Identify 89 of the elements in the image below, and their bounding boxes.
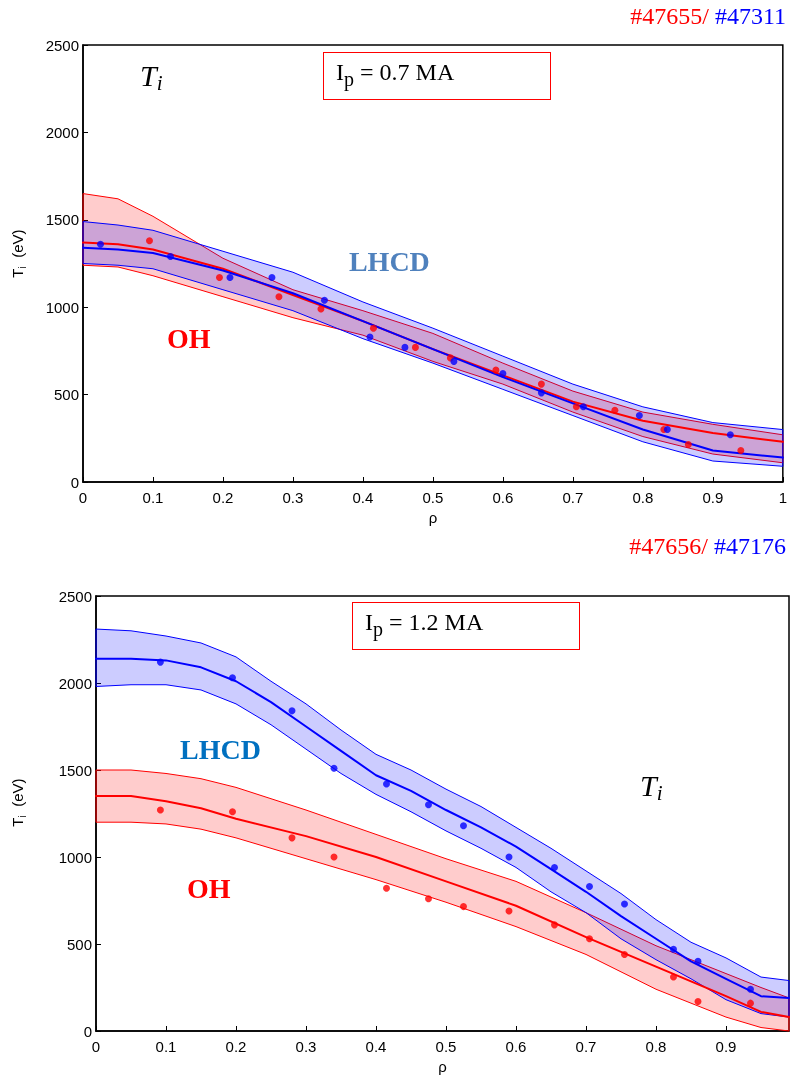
point	[586, 935, 593, 943]
point	[635, 412, 643, 420]
y-axis-title: Ti (eV)	[9, 778, 28, 827]
x-tick-label: 0.1	[142, 489, 164, 506]
x-tick-label: 0.3	[282, 489, 304, 506]
point	[401, 343, 409, 351]
point	[156, 658, 164, 666]
point	[97, 240, 104, 248]
label-box: I$_{p}$ = 1.2 MA	[352, 602, 580, 650]
point	[226, 273, 234, 281]
x-tick-label: 0.4	[365, 1038, 387, 1055]
point	[460, 903, 467, 911]
point	[383, 884, 390, 892]
point	[411, 343, 419, 351]
point	[229, 674, 236, 682]
point	[145, 237, 153, 245]
point	[369, 324, 377, 332]
point	[572, 403, 580, 411]
y-tick-label: 0	[83, 1022, 92, 1040]
x-tick-label: 0.3	[295, 1038, 317, 1055]
series-label: OH	[187, 872, 231, 904]
point	[229, 808, 236, 816]
point	[537, 389, 545, 397]
y-tick-label: 2500	[45, 36, 79, 54]
point	[684, 440, 692, 448]
series-label: LHCD	[348, 246, 430, 278]
x-axis-title: ρ	[438, 1058, 447, 1075]
x-tick-label: 0.5	[422, 489, 444, 506]
y-tick-label: 1000	[45, 298, 79, 316]
y-tick-label: 500	[66, 935, 92, 953]
point	[450, 357, 458, 365]
y-tick-label: 2000	[58, 674, 92, 692]
y-tick-label: 1500	[45, 211, 79, 229]
point	[670, 945, 677, 953]
x-tick-label: 0.2	[225, 1038, 247, 1055]
point	[737, 447, 745, 455]
point	[747, 999, 754, 1007]
point	[586, 883, 593, 891]
y-tick-label: 1500	[58, 761, 92, 779]
y-tick-label: 2000	[45, 123, 79, 141]
x-tick-label: 0.9	[715, 1038, 737, 1055]
chart-title: #47656/ #47176	[629, 533, 786, 559]
x-tick-label: 0.6	[492, 489, 514, 506]
point	[330, 764, 338, 772]
series-label: OH	[166, 323, 211, 355]
point	[268, 273, 276, 281]
point	[156, 806, 164, 814]
y-axis-title: Ti (eV)	[9, 229, 28, 278]
point	[499, 370, 507, 378]
point	[166, 253, 174, 261]
y-tick-label: 2500	[58, 587, 92, 605]
point	[694, 957, 702, 965]
point	[551, 921, 558, 929]
series-label: LHCD	[180, 733, 261, 765]
point	[275, 293, 283, 301]
x-tick-label: 0.6	[505, 1038, 527, 1055]
point	[425, 895, 432, 903]
point	[747, 985, 754, 993]
point	[579, 403, 587, 411]
x-tick-label: 0.9	[702, 489, 724, 506]
x-tick-label: 0.2	[212, 489, 234, 506]
x-tick-label: 0.4	[352, 489, 374, 506]
x-axis-title: ρ	[428, 509, 438, 526]
x-tick-label: 0.8	[645, 1038, 667, 1055]
point	[670, 973, 677, 981]
y-tick-label: 1000	[58, 848, 92, 866]
x-tick-label: 1	[778, 489, 787, 506]
point	[621, 900, 628, 908]
point	[537, 380, 545, 388]
point	[320, 296, 328, 304]
x-tick-label: 0.1	[155, 1038, 177, 1055]
point	[726, 431, 734, 439]
point	[215, 273, 223, 281]
chart-title: #47655/ #47311	[630, 3, 786, 29]
point	[460, 822, 467, 830]
point	[492, 366, 500, 374]
point	[621, 950, 628, 958]
y-tick-label: 500	[53, 386, 79, 404]
y-tick-label: 0	[70, 473, 79, 491]
x-tick-label: 0.7	[575, 1038, 597, 1055]
point	[425, 801, 432, 809]
point	[611, 406, 619, 414]
point	[383, 780, 390, 788]
point	[551, 863, 558, 871]
x-tick-label: 0.5	[435, 1038, 457, 1055]
x-tick-label: 0.8	[632, 489, 654, 506]
label-box: I$_{p}$ = 0.7 MA	[323, 52, 551, 100]
x-tick-label: 0.7	[562, 489, 584, 506]
point	[694, 997, 702, 1005]
